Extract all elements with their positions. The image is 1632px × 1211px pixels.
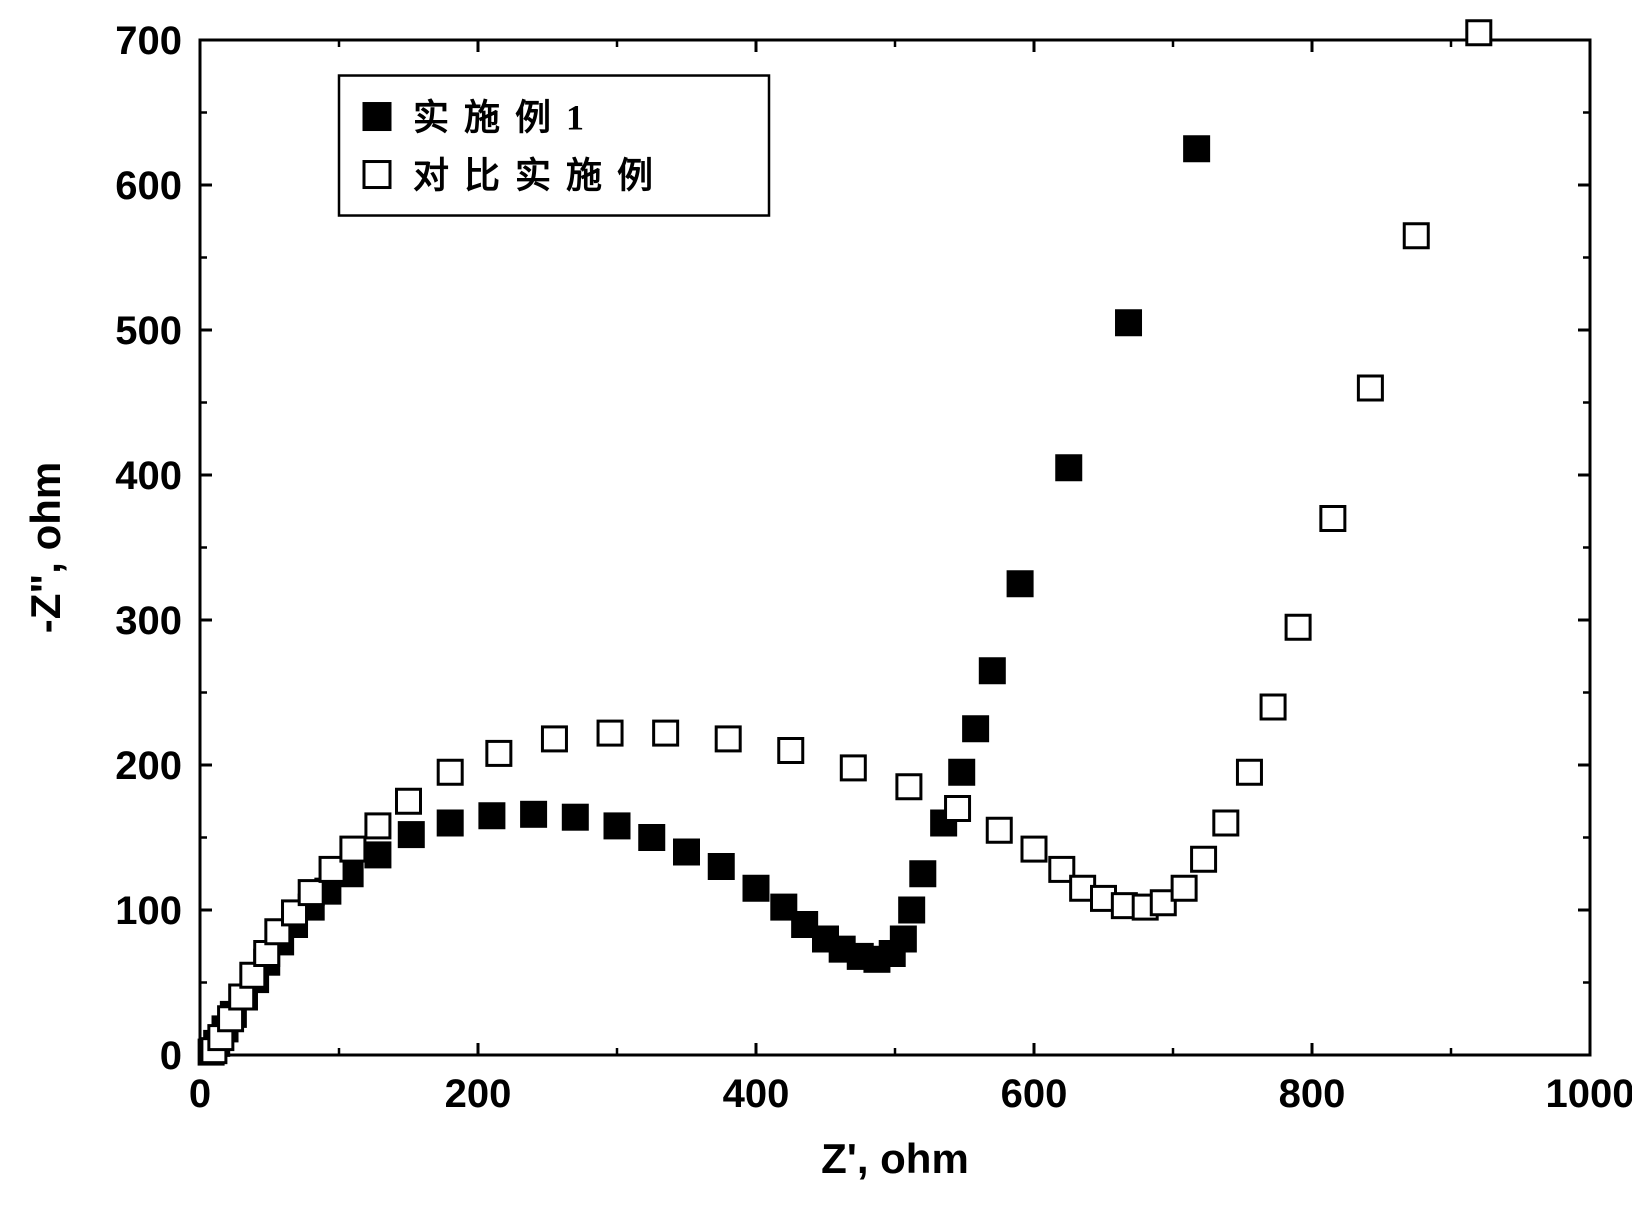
legend-label: 对 比 实 施 例 — [413, 156, 656, 196]
marker-open — [841, 756, 865, 780]
marker-open — [897, 775, 921, 799]
x-tick-label: 0 — [189, 1072, 211, 1116]
marker-filled — [1185, 137, 1209, 161]
y-tick-label: 400 — [115, 454, 182, 498]
marker-open — [1467, 21, 1491, 45]
marker-filled — [709, 855, 733, 879]
marker-filled — [1057, 456, 1081, 480]
marker-filled — [366, 843, 390, 867]
marker-filled — [900, 898, 924, 922]
y-tick-label: 600 — [115, 164, 182, 208]
x-tick-label: 600 — [1001, 1072, 1068, 1116]
marker-filled — [605, 814, 629, 838]
y-tick-label: 100 — [115, 889, 182, 933]
marker-open — [716, 727, 740, 751]
marker-open — [397, 789, 421, 813]
y-axis-label: -Z", ohm — [22, 462, 69, 634]
marker-open — [299, 881, 323, 905]
series-filled — [199, 137, 1209, 1064]
y-tick-label: 300 — [115, 599, 182, 643]
legend-marker-filled — [364, 104, 390, 130]
marker-open — [598, 721, 622, 745]
marker-open — [1172, 876, 1196, 900]
marker-open — [341, 837, 365, 861]
marker-open — [438, 760, 462, 784]
marker-filled — [1117, 311, 1141, 335]
marker-filled — [964, 717, 988, 741]
nyquist-chart: 0 200 400 600 800 1000 0 100 200 300 400 500 600 700 Z… — [0, 0, 1632, 1211]
x-tick-label: 800 — [1279, 1072, 1346, 1116]
marker-filled — [1008, 572, 1032, 596]
y-tick-label: 0 — [160, 1034, 182, 1078]
chart-svg: 0 200 400 600 800 1000 0 100 200 300 400 500 600 700 Z… — [0, 0, 1632, 1211]
y-tick-label: 200 — [115, 744, 182, 788]
y-tick-label: 700 — [115, 19, 182, 63]
marker-open — [1286, 615, 1310, 639]
marker-filled — [563, 805, 587, 829]
marker-filled — [911, 862, 935, 886]
marker-open — [1321, 507, 1345, 531]
marker-open — [1022, 837, 1046, 861]
marker-open — [1237, 760, 1261, 784]
marker-filled — [891, 927, 915, 951]
legend-marker-open — [364, 162, 390, 188]
marker-filled — [675, 840, 699, 864]
marker-filled — [980, 659, 1004, 683]
marker-open — [654, 721, 678, 745]
x-axis-label: Z', ohm — [821, 1135, 969, 1182]
marker-open — [542, 727, 566, 751]
marker-filled — [480, 804, 504, 828]
marker-filled — [399, 823, 423, 847]
y-tick-label: 500 — [115, 309, 182, 353]
x-tick-label: 400 — [723, 1072, 790, 1116]
legend: 实 施 例 1 对 比 实 施 例 — [339, 76, 769, 216]
marker-filled — [744, 876, 768, 900]
legend-label: 实 施 例 1 — [413, 98, 587, 138]
marker-open — [487, 741, 511, 765]
marker-open — [1192, 847, 1216, 871]
marker-open — [1404, 224, 1428, 248]
marker-filled — [522, 802, 546, 826]
x-tick-label: 1000 — [1546, 1072, 1632, 1116]
marker-open — [366, 814, 390, 838]
marker-open — [946, 797, 970, 821]
marker-filled — [950, 760, 974, 784]
marker-open — [1214, 811, 1238, 835]
marker-open — [1358, 376, 1382, 400]
marker-open — [1261, 695, 1285, 719]
marker-filled — [640, 826, 664, 850]
x-tick-label: 200 — [445, 1072, 512, 1116]
marker-filled — [438, 811, 462, 835]
marker-open — [779, 739, 803, 763]
marker-open — [987, 818, 1011, 842]
